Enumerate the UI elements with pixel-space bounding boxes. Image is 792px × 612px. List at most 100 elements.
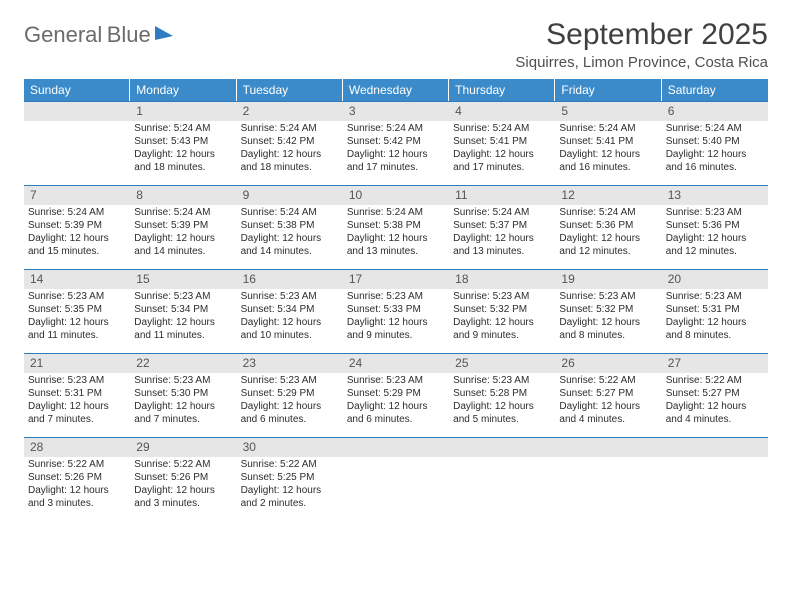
sunrise-line: Sunrise: 5:24 AM: [134, 123, 232, 136]
daylight-line: Daylight: 12 hours and 3 minutes.: [28, 485, 126, 511]
calendar-cell: 20Sunrise: 5:23 AMSunset: 5:31 PMDayligh…: [662, 269, 768, 353]
sunrise-line: Sunrise: 5:24 AM: [559, 123, 657, 136]
month-title: September 2025: [515, 18, 768, 52]
sunrise-line: Sunrise: 5:24 AM: [347, 123, 445, 136]
brand-logo: General Blue: [24, 24, 173, 47]
day-number-empty: [662, 438, 768, 457]
sunset-line: Sunset: 5:26 PM: [28, 472, 126, 485]
sunset-line: Sunset: 5:38 PM: [241, 220, 339, 233]
day-number: 26: [555, 354, 661, 373]
sunrise-line: Sunrise: 5:23 AM: [347, 375, 445, 388]
calendar-cell: 15Sunrise: 5:23 AMSunset: 5:34 PMDayligh…: [130, 269, 236, 353]
day-number: 27: [662, 354, 768, 373]
sunrise-line: Sunrise: 5:23 AM: [134, 291, 232, 304]
calendar-cell: 11Sunrise: 5:24 AMSunset: 5:37 PMDayligh…: [449, 185, 555, 269]
daylight-line: Daylight: 12 hours and 16 minutes.: [666, 149, 764, 175]
calendar-cell: 21Sunrise: 5:23 AMSunset: 5:31 PMDayligh…: [24, 353, 130, 437]
daylight-line: Daylight: 12 hours and 10 minutes.: [241, 317, 339, 343]
day-number: 30: [237, 438, 343, 457]
calendar-cell: 29Sunrise: 5:22 AMSunset: 5:26 PMDayligh…: [130, 437, 236, 521]
sunset-line: Sunset: 5:36 PM: [666, 220, 764, 233]
calendar-cell: 7Sunrise: 5:24 AMSunset: 5:39 PMDaylight…: [24, 185, 130, 269]
day-number: 17: [343, 270, 449, 289]
daylight-line: Daylight: 12 hours and 14 minutes.: [134, 233, 232, 259]
sunrise-line: Sunrise: 5:24 AM: [666, 123, 764, 136]
calendar-cell: 28Sunrise: 5:22 AMSunset: 5:26 PMDayligh…: [24, 437, 130, 521]
day-number: 8: [130, 186, 236, 205]
sunset-line: Sunset: 5:34 PM: [134, 304, 232, 317]
sunrise-line: Sunrise: 5:24 AM: [241, 207, 339, 220]
sunrise-line: Sunrise: 5:24 AM: [28, 207, 126, 220]
sunset-line: Sunset: 5:39 PM: [28, 220, 126, 233]
calendar-cell: 6Sunrise: 5:24 AMSunset: 5:40 PMDaylight…: [662, 101, 768, 185]
day-number: 10: [343, 186, 449, 205]
day-number: 22: [130, 354, 236, 373]
day-number: 5: [555, 102, 661, 121]
sunset-line: Sunset: 5:41 PM: [453, 136, 551, 149]
calendar-cell: 5 Sunrise: 5:24 AMSunset: 5:41 PMDaylight…: [555, 101, 661, 185]
sunset-line: Sunset: 5:29 PM: [347, 388, 445, 401]
sunrise-line: Sunrise: 5:23 AM: [453, 375, 551, 388]
calendar-cell: 10Sunrise: 5:24 AMSunset: 5:38 PMDayligh…: [343, 185, 449, 269]
calendar-cell-empty: [449, 437, 555, 521]
calendar-cell: 12Sunrise: 5:24 AMSunset: 5:36 PMDayligh…: [555, 185, 661, 269]
sunset-line: Sunset: 5:34 PM: [241, 304, 339, 317]
day-number-empty: [24, 102, 130, 121]
day-number-empty: [449, 438, 555, 457]
day-number: 1: [130, 102, 236, 121]
day-number: 11: [449, 186, 555, 205]
day-number: 24: [343, 354, 449, 373]
sunset-line: Sunset: 5:41 PM: [559, 136, 657, 149]
sunset-line: Sunset: 5:27 PM: [666, 388, 764, 401]
day-number: 20: [662, 270, 768, 289]
daylight-line: Daylight: 12 hours and 11 minutes.: [28, 317, 126, 343]
daylight-line: Daylight: 12 hours and 4 minutes.: [666, 401, 764, 427]
sunrise-line: Sunrise: 5:23 AM: [241, 291, 339, 304]
calendar-body: 1Sunrise: 5:24 AMSunset: 5:43 PMDaylight…: [24, 101, 768, 521]
daylight-line: Daylight: 12 hours and 18 minutes.: [241, 149, 339, 175]
calendar-header-row: SundayMondayTuesdayWednesdayThursdayFrid…: [24, 79, 768, 101]
day-number: 6: [662, 102, 768, 121]
day-number-empty: [555, 438, 661, 457]
calendar-cell: 22Sunrise: 5:23 AMSunset: 5:30 PMDayligh…: [130, 353, 236, 437]
calendar-cell: 30Sunrise: 5:22 AMSunset: 5:25 PMDayligh…: [237, 437, 343, 521]
sunset-line: Sunset: 5:37 PM: [453, 220, 551, 233]
calendar-cell: 16Sunrise: 5:23 AMSunset: 5:34 PMDayligh…: [237, 269, 343, 353]
sunset-line: Sunset: 5:42 PM: [347, 136, 445, 149]
day-number: 4: [449, 102, 555, 121]
calendar-cell: 18Sunrise: 5:23 AMSunset: 5:32 PMDayligh…: [449, 269, 555, 353]
sunrise-line: Sunrise: 5:24 AM: [134, 207, 232, 220]
sunset-line: Sunset: 5:26 PM: [134, 472, 232, 485]
daylight-line: Daylight: 12 hours and 7 minutes.: [134, 401, 232, 427]
brand-mark-icon: [155, 26, 173, 40]
weekday-header: Wednesday: [343, 79, 449, 101]
day-number: 7: [24, 186, 130, 205]
day-number: 29: [130, 438, 236, 457]
sunrise-line: Sunrise: 5:22 AM: [559, 375, 657, 388]
day-number: 9: [237, 186, 343, 205]
daylight-line: Daylight: 12 hours and 6 minutes.: [241, 401, 339, 427]
day-number: 28: [24, 438, 130, 457]
sunrise-line: Sunrise: 5:23 AM: [28, 375, 126, 388]
daylight-line: Daylight: 12 hours and 9 minutes.: [347, 317, 445, 343]
calendar-cell: 26Sunrise: 5:22 AMSunset: 5:27 PMDayligh…: [555, 353, 661, 437]
daylight-line: Daylight: 12 hours and 12 minutes.: [559, 233, 657, 259]
sunset-line: Sunset: 5:42 PM: [241, 136, 339, 149]
daylight-line: Daylight: 12 hours and 9 minutes.: [453, 317, 551, 343]
sunrise-line: Sunrise: 5:23 AM: [28, 291, 126, 304]
weekday-header: Tuesday: [237, 79, 343, 101]
sunset-line: Sunset: 5:32 PM: [559, 304, 657, 317]
daylight-line: Daylight: 12 hours and 13 minutes.: [453, 233, 551, 259]
sunrise-line: Sunrise: 5:23 AM: [241, 375, 339, 388]
daylight-line: Daylight: 12 hours and 13 minutes.: [347, 233, 445, 259]
sunset-line: Sunset: 5:29 PM: [241, 388, 339, 401]
sunrise-line: Sunrise: 5:24 AM: [241, 123, 339, 136]
daylight-line: Daylight: 12 hours and 16 minutes.: [559, 149, 657, 175]
weekday-header: Friday: [555, 79, 661, 101]
location-subtitle: Siquirres, Limon Province, Costa Rica: [515, 54, 768, 71]
daylight-line: Daylight: 12 hours and 17 minutes.: [347, 149, 445, 175]
calendar-cell: 3Sunrise: 5:24 AMSunset: 5:42 PMDaylight…: [343, 101, 449, 185]
daylight-line: Daylight: 12 hours and 8 minutes.: [559, 317, 657, 343]
sunset-line: Sunset: 5:30 PM: [134, 388, 232, 401]
daylight-line: Daylight: 12 hours and 7 minutes.: [28, 401, 126, 427]
